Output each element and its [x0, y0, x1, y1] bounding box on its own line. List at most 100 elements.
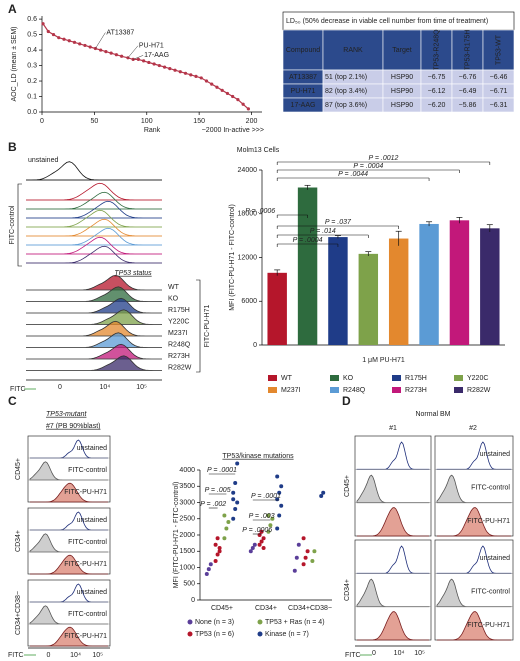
x-axis-label: FITC [10, 386, 26, 393]
point [303, 555, 308, 560]
point [321, 490, 326, 495]
point [217, 546, 222, 550]
column-header: Target [392, 47, 412, 54]
group-label: FITC-control [9, 205, 16, 244]
point [246, 107, 250, 111]
x-tick-label: 10⁵ [92, 652, 103, 659]
point [157, 63, 161, 68]
cell-text: −6.46 [490, 74, 508, 81]
point [261, 536, 266, 541]
x-tick-label: 200 [246, 118, 258, 125]
hist-control [26, 191, 162, 210]
y-tick-label: 0.5 [27, 31, 37, 38]
p-value: P = .0044 [338, 171, 368, 178]
y-tick-label: 2500 [179, 516, 195, 523]
y-tick-label: 1000 [179, 564, 195, 571]
point [279, 484, 284, 489]
point [120, 54, 124, 58]
x-tick-label: 0 [58, 384, 62, 391]
x-tick-label: 150 [193, 118, 205, 125]
point [279, 503, 284, 508]
legend-marker [257, 631, 263, 637]
hist-legend: FITC-PU-H71 [467, 622, 510, 629]
table-title: LD₅₀ (50% decrease in viable cell number… [286, 18, 488, 25]
legend-swatch [392, 375, 401, 381]
hist-legend: FITC-control [471, 485, 510, 492]
point [136, 57, 140, 61]
hist-row-label: R273H [168, 353, 190, 360]
panel-label: A [8, 2, 17, 16]
legend-marker [187, 619, 193, 625]
y-tick-label: 1500 [179, 548, 195, 555]
x-tick-label: 10⁴ [70, 652, 81, 659]
point [208, 562, 213, 567]
panel-title: Normal BM [415, 411, 450, 418]
hist-treated [437, 611, 511, 641]
point [266, 513, 271, 518]
point [83, 43, 87, 48]
hist-legend: FITC-PU-H71 [64, 633, 107, 640]
bracket [196, 279, 201, 373]
legend-marker [257, 619, 263, 625]
annotation: AT13387 [106, 29, 134, 36]
panel-label: D [342, 394, 351, 408]
point [231, 490, 236, 495]
hist-legend: FITC-PU-H71 [467, 518, 510, 525]
point [261, 546, 266, 550]
hist-row-label: KO [168, 295, 179, 302]
y-tick-label: 0.1 [27, 93, 37, 100]
point [204, 572, 209, 576]
point [199, 76, 203, 80]
cell-text: −6.49 [459, 88, 477, 95]
cell-text: −6.76 [459, 74, 477, 81]
legend-label: WT [281, 375, 293, 382]
annotation: 17-AAG [144, 52, 169, 59]
y-tick-label: 2000 [179, 532, 195, 539]
hist-treated [437, 507, 511, 537]
bar [480, 228, 500, 345]
point [233, 507, 238, 511]
hist-control [26, 245, 162, 264]
hist-treated [357, 507, 429, 537]
hist-legend: FITC-control [471, 589, 510, 596]
legend-swatch [392, 387, 401, 393]
x-tick-label: 10⁵ [414, 650, 425, 657]
p-value: P = .0004 [293, 237, 323, 244]
group-label: FITC-PU-H71 [204, 305, 211, 348]
y-axis-label: AOC_LD (mean ± SEM) [11, 26, 18, 101]
y-tick-label: 24000 [238, 167, 258, 174]
panel-label: C [8, 394, 17, 408]
point [226, 520, 231, 524]
hist-control [26, 200, 162, 219]
p-value: P = .014 [310, 228, 336, 235]
point [277, 513, 282, 518]
legend-label: M237I [281, 387, 301, 394]
p-value: P = .0001 [251, 493, 281, 500]
bar [388, 238, 409, 345]
point [257, 542, 262, 547]
row-label: CD34+ [15, 530, 22, 552]
point [312, 549, 317, 554]
hist-row-label: M237I [168, 330, 188, 337]
panel-label: B [8, 140, 17, 154]
cell-text: HSP90 [391, 74, 413, 81]
p-value: P = .0006 [245, 208, 275, 215]
point [231, 94, 235, 99]
point [301, 536, 306, 541]
y-tick-label: 4000 [179, 467, 195, 474]
point [252, 542, 257, 547]
cell-text: 82 (top 3.4%) [325, 88, 367, 95]
x-tick-label: 100 [141, 118, 153, 125]
y-tick-label: 0.0 [27, 109, 37, 116]
legend-swatch [454, 375, 463, 381]
point [162, 65, 167, 69]
y-tick-label: 0 [191, 597, 195, 604]
hist-legend: unstained [480, 555, 510, 562]
point [275, 526, 280, 531]
hist-row-label: R175H [168, 307, 190, 314]
bar [449, 220, 470, 345]
p-value: P = .0012 [369, 155, 399, 162]
p-value: P = .002 [200, 501, 226, 508]
point [292, 568, 297, 573]
point [266, 529, 271, 534]
